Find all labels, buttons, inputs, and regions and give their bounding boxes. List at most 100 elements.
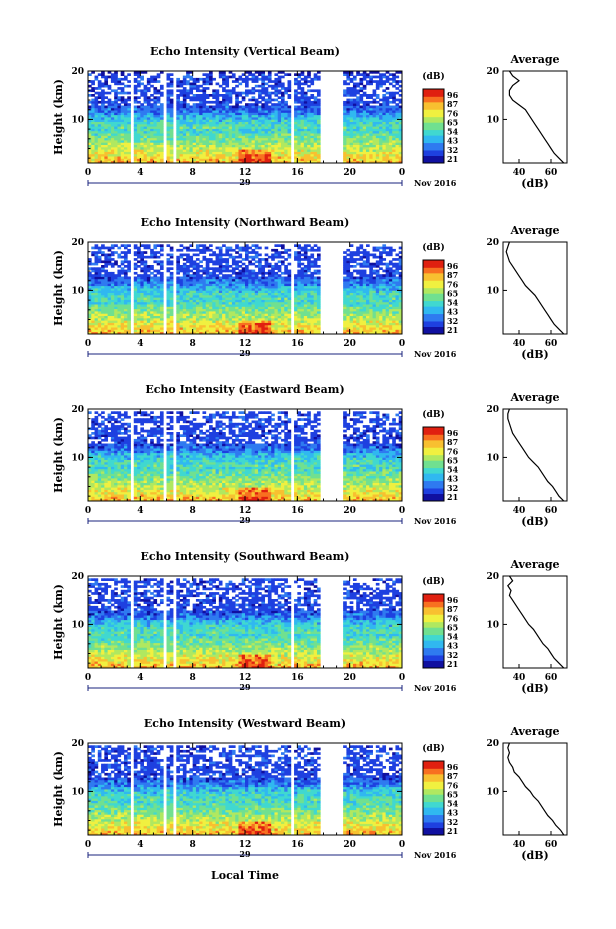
colorbar-swatch <box>423 810 444 814</box>
y-tick-label: 10 <box>71 787 84 797</box>
colorbar-swatch <box>423 124 444 127</box>
colorbar-swatch <box>423 619 444 623</box>
colorbar-swatch <box>423 451 444 454</box>
date-month: Nov 2016 <box>414 516 457 526</box>
colorbar-swatch <box>423 434 444 437</box>
colorbar-swatch <box>423 454 444 457</box>
average-x-tick-label: 60 <box>545 339 558 349</box>
colorbar-swatch <box>423 129 444 132</box>
colorbar-swatch <box>423 762 444 766</box>
colorbar-swatch <box>423 131 444 134</box>
colorbar-swatch <box>423 436 444 439</box>
colorbar-swatch <box>423 269 444 272</box>
colorbar-swatch <box>423 137 444 140</box>
colorbar-swatch <box>423 430 444 433</box>
x-tick-label: 8 <box>190 168 196 178</box>
average-y-tick-label: 20 <box>486 405 499 415</box>
x-tick-label: 0 <box>85 506 91 516</box>
colorbar-swatch <box>423 777 444 780</box>
colorbar-tick-label: 65 <box>447 622 458 632</box>
x-tick-label: 20 <box>343 339 356 349</box>
average-x-tick-label: 60 <box>545 168 558 178</box>
colorbar-swatch <box>423 833 444 836</box>
colorbar-swatch <box>423 606 444 610</box>
colorbar-swatch <box>423 317 444 320</box>
colorbar-swatch <box>423 309 444 313</box>
y-axis-label: Height (km) <box>52 417 65 493</box>
colorbar-swatch <box>423 135 444 138</box>
colorbar-swatch <box>423 493 444 496</box>
colorbar-swatch <box>423 452 444 456</box>
colorbar-swatch <box>423 658 444 661</box>
colorbar-swatch <box>423 823 444 827</box>
colorbar-swatch <box>423 499 444 502</box>
colorbar-tick-label: 87 <box>447 270 458 280</box>
colorbar-swatch <box>423 298 444 302</box>
average-y-tick-label: 10 <box>486 286 499 296</box>
colorbar-swatch <box>423 107 444 110</box>
colorbar-swatch <box>423 594 444 597</box>
y-tick-label: 10 <box>71 286 84 296</box>
colorbar-swatch <box>423 293 444 296</box>
x-tick-label: 0 <box>399 339 405 349</box>
colorbar-swatch <box>423 274 444 278</box>
colorbar-frame <box>422 259 445 335</box>
x-axis-label: Local Time <box>211 869 279 882</box>
colorbar-tick-label: 54 <box>447 127 459 137</box>
colorbar-tick-label: 32 <box>447 316 458 326</box>
colorbar-swatch <box>423 138 444 142</box>
colorbar-swatch <box>423 805 444 808</box>
average-x-label: (dB) <box>521 682 548 695</box>
colorbar-swatch <box>423 322 444 326</box>
y-tick-label: 20 <box>71 405 84 415</box>
date-month: Nov 2016 <box>414 683 457 693</box>
heatmap <box>88 745 402 835</box>
colorbar-swatch <box>423 484 444 487</box>
panel-2: Echo Intensity (Northward Beam) 20 10 Heigh… <box>52 216 568 361</box>
colorbar-tick-label: 54 <box>447 465 459 475</box>
colorbar-swatch <box>423 295 444 298</box>
date-month: Nov 2016 <box>414 349 457 359</box>
colorbar-tick-label: 43 <box>447 136 459 146</box>
colorbar-swatch <box>423 634 444 637</box>
colorbar-swatch <box>423 287 444 290</box>
x-tick-label: 0 <box>85 673 91 683</box>
date-day: 29 <box>239 849 251 859</box>
colorbar-tick-label: 76 <box>447 279 459 289</box>
colorbar-swatch <box>423 638 444 641</box>
colorbar-tick-label: 76 <box>447 613 459 623</box>
x-tick-label: 20 <box>343 840 356 850</box>
colorbar-swatch <box>423 146 444 149</box>
colorbar-tick-label: 32 <box>447 650 458 660</box>
colorbar-unit: (dB) <box>422 743 444 754</box>
colorbar-swatch <box>423 458 444 461</box>
colorbar-swatch <box>423 651 444 654</box>
colorbar-swatch <box>423 441 444 445</box>
average-panel: Average 40 60 20 10 (dB) <box>486 53 568 190</box>
colorbar-swatch <box>423 616 444 619</box>
colorbar-tick-label: 21 <box>447 325 458 335</box>
x-tick-label: 16 <box>291 339 304 349</box>
colorbar-swatch <box>423 801 444 804</box>
average-x-label: (dB) <box>521 515 548 528</box>
colorbar-swatch <box>423 285 444 289</box>
colorbar-tick-label: 65 <box>447 288 458 298</box>
x-tick-label: 16 <box>291 168 304 178</box>
colorbar-swatch <box>423 100 444 103</box>
colorbar-swatch <box>423 432 444 435</box>
colorbar-tick-label: 54 <box>447 298 459 308</box>
colorbar-swatch <box>423 662 444 665</box>
colorbar-swatch <box>423 330 444 333</box>
colorbar-swatch <box>423 803 444 806</box>
average-x-label: (dB) <box>521 348 548 361</box>
average-profile-line <box>505 241 565 335</box>
colorbar-swatch <box>423 302 444 305</box>
average-y-tick-label: 20 <box>486 238 499 248</box>
panel-title: Echo Intensity (Westward Beam) <box>144 717 346 730</box>
colorbar-swatch <box>423 151 444 155</box>
colorbar-swatch <box>423 495 444 498</box>
x-tick-label: 12 <box>239 673 252 683</box>
x-tick-label: 4 <box>137 339 143 349</box>
average-x-tick-label: 40 <box>513 339 526 349</box>
